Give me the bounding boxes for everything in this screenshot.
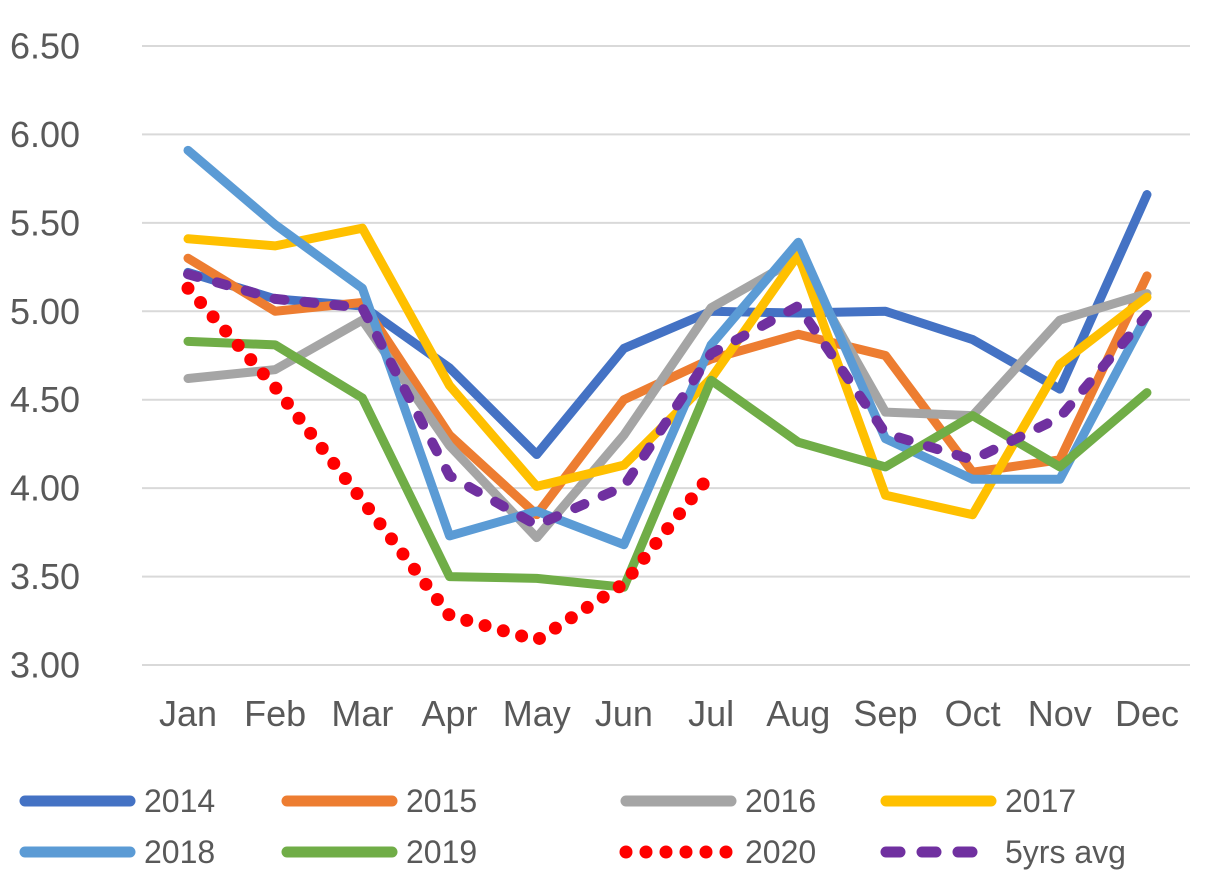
legend-item-2017[interactable]: 2017 (880, 783, 1076, 819)
x-axis-label-oct: Oct (945, 693, 1001, 734)
legend-label: 2019 (406, 834, 477, 870)
legend-item-2015[interactable]: 2015 (281, 783, 477, 819)
legend-label: 2017 (1005, 783, 1076, 819)
y-axis-label: 4.50 (10, 379, 80, 420)
legend-label: 5yrs avg (1005, 834, 1126, 870)
series-line-2019[interactable] (183, 336, 1152, 592)
y-axis-label: 6.50 (10, 26, 80, 67)
series-line-2020[interactable] (181, 281, 718, 647)
x-axis-label-sep: Sep (853, 693, 917, 734)
x-axis-label-mar: Mar (331, 693, 393, 734)
legend-label: 2020 (745, 834, 816, 870)
legend-item-2020[interactable]: 2020 (619, 834, 816, 870)
legend-label: 2015 (406, 783, 477, 819)
x-axis-label-jul: Jul (688, 693, 734, 734)
legend-label: 2018 (144, 834, 215, 870)
series-line-2016[interactable] (183, 253, 1152, 543)
legend-label: 2014 (144, 783, 215, 819)
legend-item-2019[interactable]: 2019 (281, 834, 477, 870)
y-axis-label: 3.00 (10, 645, 80, 686)
y-axis-label: 6.00 (10, 114, 80, 155)
y-axis-label: 5.50 (10, 202, 80, 243)
x-axis-label-dec: Dec (1115, 693, 1179, 734)
legend-item-2014[interactable]: 2014 (19, 783, 215, 819)
legend-item-2018[interactable]: 2018 (19, 834, 215, 870)
x-axis-label-may: May (503, 693, 571, 734)
x-axis-label-jan: Jan (159, 693, 217, 734)
x-axis-label-jun: Jun (595, 693, 653, 734)
legend-label: 2016 (745, 783, 816, 819)
x-axis-label-aug: Aug (766, 693, 830, 734)
y-axis-label: 3.50 (10, 556, 80, 597)
x-axis-label-nov: Nov (1028, 693, 1092, 734)
series-line-5yrs-avg[interactable] (183, 269, 1152, 531)
legend-item-5yrs-avg[interactable]: 5yrs avg (880, 834, 1126, 870)
y-axis-label: 4.00 (10, 468, 80, 509)
y-axis-label: 5.00 (10, 291, 80, 332)
series-line-2018[interactable] (183, 145, 1152, 550)
x-axis-label-apr: Apr (422, 693, 478, 734)
legend-item-2016[interactable]: 2016 (620, 783, 816, 819)
x-axis-label-feb: Feb (244, 693, 306, 734)
